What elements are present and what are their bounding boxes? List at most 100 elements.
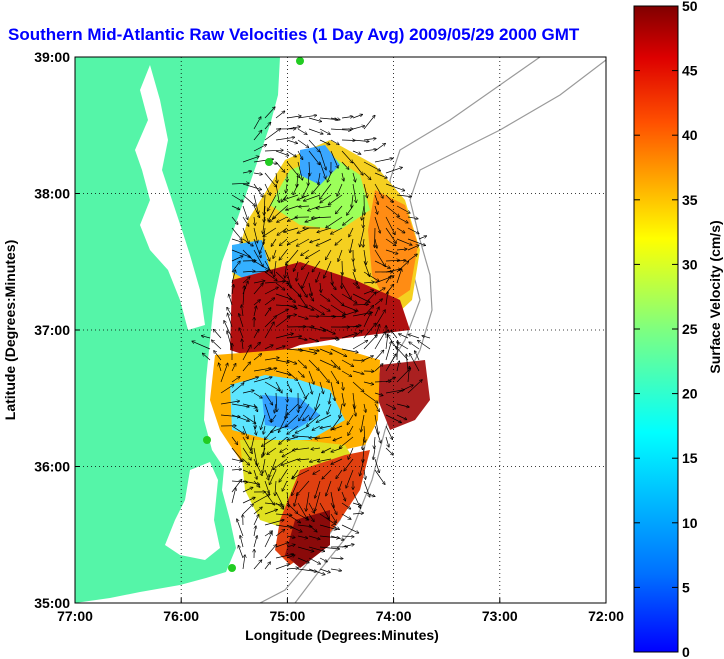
velocity-arrow — [363, 161, 380, 171]
velocity-arrow — [231, 205, 240, 210]
velocity-arrow — [385, 249, 398, 254]
velocity-arrow — [253, 131, 262, 141]
velocity-arrow — [264, 562, 270, 570]
velocity-arrow — [319, 128, 330, 134]
velocity-arrow — [352, 282, 359, 288]
velocity-arrow — [262, 436, 277, 446]
velocity-arrow — [192, 341, 211, 350]
velocity-arrow — [385, 403, 395, 409]
velocity-arrow — [264, 358, 279, 361]
velocity-arrow — [284, 194, 299, 200]
velocity-arrow — [341, 536, 354, 537]
velocity-arrow — [308, 172, 309, 185]
velocity-arrow — [242, 227, 249, 243]
velocity-arrow — [312, 183, 321, 194]
velocity-arrow — [308, 337, 318, 342]
velocity-arrow — [287, 436, 299, 440]
velocity-arrow — [385, 354, 396, 372]
velocity-arrow — [279, 469, 288, 482]
velocity-arrow — [374, 183, 383, 198]
velocity-arrow — [242, 216, 249, 226]
velocity-arrow — [275, 359, 289, 363]
velocity-arrow — [337, 183, 343, 196]
velocity-arrow — [330, 359, 340, 369]
velocity-arrow — [264, 298, 275, 306]
velocity-arrow — [385, 342, 391, 361]
velocity-arrow — [360, 458, 365, 476]
velocity-arrow — [385, 447, 393, 455]
velocity-arrow — [352, 341, 367, 350]
radar-station-marker — [228, 564, 236, 572]
velocity-arrow — [385, 167, 402, 174]
velocity-arrow — [327, 172, 332, 182]
velocity-arrow — [363, 323, 376, 339]
colorbar-ticks: 0 5 10 15 20 25 30 35 40 45 50 — [634, 0, 698, 659]
velocity-arrow — [297, 557, 309, 563]
velocity-arrow — [297, 513, 309, 520]
velocity-arrow — [292, 469, 310, 479]
velocity-arrow — [341, 161, 349, 169]
velocity-arrow — [340, 403, 343, 418]
velocity-arrow — [280, 238, 288, 246]
velocity-arrow — [374, 238, 377, 248]
y-tick-label: 36:00 — [34, 459, 70, 475]
velocity-arrow — [264, 403, 271, 422]
velocity-arrow — [271, 425, 288, 432]
velocity-arrow — [242, 271, 255, 272]
velocity-arrow — [364, 469, 366, 479]
velocity-arrow — [308, 117, 321, 122]
velocity-arrow — [297, 161, 302, 180]
velocity-arrow — [311, 448, 321, 449]
velocity-arrow — [253, 480, 260, 487]
velocity-arrow — [363, 282, 374, 283]
velocity-arrow — [275, 183, 279, 202]
velocity-arrow — [352, 325, 361, 327]
velocity-arrow — [231, 270, 235, 284]
velocity-arrow — [286, 555, 295, 559]
velocity-arrow — [253, 515, 259, 526]
y-axis-ticks: 39:00 38:00 37:00 36:00 35:00 — [34, 49, 80, 611]
velocity-arrow — [363, 238, 364, 247]
velocity-arrow — [264, 123, 271, 130]
velocity-arrow — [254, 414, 255, 428]
velocity-arrow — [264, 287, 278, 295]
velocity-arrow — [320, 282, 321, 292]
velocity-arrow — [396, 385, 413, 394]
colorbar-tick-label: 25 — [682, 321, 698, 337]
velocity-arrow — [374, 403, 379, 411]
velocity-arrow — [349, 227, 354, 237]
velocity-arrow — [347, 414, 354, 425]
velocity-arrow — [299, 403, 310, 421]
velocity-arrow — [239, 314, 244, 328]
velocity-arrow — [263, 227, 277, 236]
velocity-arrow — [352, 194, 354, 207]
velocity-arrow — [253, 227, 258, 243]
velocity-arrow — [231, 216, 238, 224]
velocity-arrow — [308, 568, 325, 575]
y-tick-label: 37:00 — [34, 322, 70, 338]
land-mainland — [75, 57, 280, 603]
velocity-arrow — [264, 469, 269, 480]
colorbar-gradient — [633, 5, 679, 653]
velocity-arrow — [319, 150, 326, 170]
velocity-arrow — [330, 139, 339, 145]
velocity-arrow — [318, 458, 332, 462]
velocity-arrow — [285, 260, 288, 278]
velocity-arrow — [373, 447, 375, 459]
velocity-arrow — [228, 313, 233, 328]
velocity-arrow — [363, 356, 373, 361]
velocity-arrow — [362, 205, 365, 220]
velocity-arrow — [352, 360, 364, 361]
velocity-arrow — [385, 183, 405, 191]
velocity-arrow — [352, 403, 356, 416]
velocity-arrow — [263, 216, 266, 234]
velocity-arrow — [319, 161, 326, 179]
velocity-arrow — [275, 293, 292, 299]
velocity-arrow — [242, 498, 255, 504]
velocity-arrow — [275, 282, 285, 290]
velocity-arrow — [374, 469, 385, 484]
velocity-arrow — [385, 276, 391, 284]
velocity-arrow — [242, 425, 248, 439]
velocity-arrow — [307, 414, 321, 426]
velocity-arrow — [275, 480, 276, 496]
